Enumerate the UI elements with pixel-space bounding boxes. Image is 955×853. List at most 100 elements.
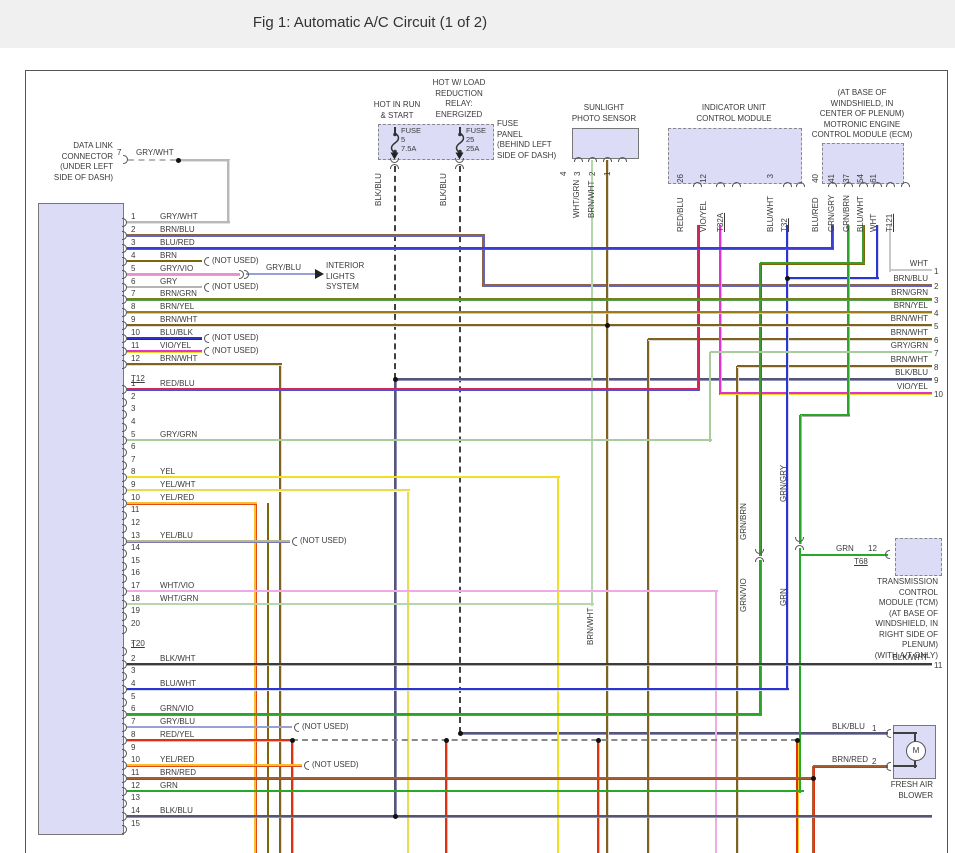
wire-brn-red: [812, 766, 815, 780]
wire-color-label: YEL: [160, 467, 176, 476]
fuse-label: 25: [466, 135, 475, 144]
wire-yel-wht: [407, 490, 410, 853]
connector-pin-icon: [244, 270, 249, 279]
output-wire-label: BLK/WHT: [892, 653, 928, 662]
wire-gry: [127, 286, 202, 288]
output-wire-label: BRN/BLU: [893, 274, 928, 283]
junction-dot: [444, 738, 449, 743]
pin-number: 6: [131, 277, 136, 286]
junction-dot: [393, 377, 398, 382]
wire-blk-blu: [460, 732, 888, 735]
pin-number: 4: [131, 417, 136, 426]
connector-pin-icon: [122, 612, 127, 621]
wire-brn: [267, 503, 269, 853]
connector-pin-icon: [122, 574, 127, 583]
tcm-label: (AT BASE OF: [888, 608, 938, 618]
wire-label: 7: [117, 148, 122, 157]
fuse-label: FUSE: [401, 126, 422, 135]
connector-pin-icon: [204, 257, 209, 266]
not-used-label: (NOT USED): [212, 346, 259, 355]
pin-number: 3: [131, 666, 136, 675]
vertical-wire-label: BRN/WHT: [586, 607, 595, 645]
wire-yel-blu: [127, 540, 290, 543]
diagram-frame: [25, 70, 948, 853]
not-used-label: (NOT USED): [302, 722, 349, 731]
pin-number: 12: [131, 354, 140, 363]
figure-title: Fig 1: Automatic A/C Circuit (1 of 2): [252, 14, 488, 31]
connector-pin-icon: [122, 549, 127, 558]
connector-pin-icon: [122, 812, 127, 821]
pin-number: 14: [131, 543, 140, 552]
connector-pin-icon: [122, 486, 127, 495]
pin-number: 10: [131, 328, 140, 337]
wire-color-label: BRN/BLU: [160, 225, 195, 234]
blower-label: FRESH AIR: [890, 780, 933, 789]
wire-label: GRY/BLU: [266, 263, 301, 272]
pin-number: 13: [131, 793, 140, 802]
fuse-label: 25A: [466, 144, 480, 153]
pin-number: 4: [131, 679, 136, 688]
fuse-label: 7.5A: [401, 144, 417, 153]
not-used-label: (NOT USED): [212, 333, 259, 342]
connector-pin-icon: [122, 685, 127, 694]
connector-pin-icon: [122, 461, 127, 470]
fuse-element-icon: [394, 127, 396, 135]
connector-pin-icon: [873, 182, 882, 187]
connector-pin-icon: [122, 283, 127, 292]
connector-pin-icon: [122, 423, 127, 432]
pin-number: 8: [131, 730, 136, 739]
connector-pin-icon: [122, 308, 127, 317]
connector-pin-icon: [122, 647, 127, 656]
pin-number: 5: [131, 430, 136, 439]
wire-wht-vio: [715, 591, 717, 853]
left-connector-box: [38, 203, 124, 835]
connector-pin-icon: [716, 182, 725, 187]
title-bar: Fig 1: Automatic A/C Circuit (1 of 2): [0, 0, 955, 48]
ecm-title: CONTROL MODULE (ECM): [811, 130, 913, 139]
connector-pin-icon: [886, 729, 891, 738]
not-used-label: (NOT USED): [300, 536, 347, 545]
wire-color-label: BRN: [160, 251, 177, 260]
connector-pin-icon: [122, 511, 127, 520]
wire-dashblk: [914, 759, 916, 768]
wire-label: 12: [868, 544, 877, 553]
output-pin-number: 1: [934, 267, 939, 276]
module-pin-label: BLU/WHT 3: [766, 174, 775, 232]
pin-number: 9: [131, 743, 136, 752]
wire-grn: [127, 790, 804, 792]
wire-label: T68: [854, 557, 868, 566]
wire-blk-wht: [127, 663, 932, 666]
wire-color-label: RED/BLU: [160, 379, 195, 388]
tcm-label: MODULE (TCM): [878, 598, 938, 607]
wire-color-label: GRY/VIO: [160, 264, 194, 273]
junction-dot: [596, 738, 601, 743]
ecm-title: (AT BASE OF: [837, 88, 887, 97]
connector-pin-icon: [603, 157, 612, 162]
tcm-box: [895, 538, 942, 576]
wire-label: BRN/RED: [832, 755, 869, 764]
module-pin-label: VIO/YEL 12: [699, 174, 708, 232]
wire-color-label: BRN/GRN: [160, 289, 197, 298]
wire-label: GRY/WHT: [136, 148, 174, 157]
output-pin-number: 6: [934, 336, 939, 345]
wire-wht-grn: [127, 603, 594, 605]
connector-pin-icon: [122, 244, 127, 253]
wire-color-label: BLU/BLK: [160, 328, 193, 337]
wire-color-label: YEL/RED: [160, 755, 195, 764]
output-pin-number: 2: [934, 282, 939, 291]
pin-number: 14: [131, 806, 140, 815]
wire-grn-vio: [127, 713, 762, 716]
connector-pin-icon: [755, 557, 764, 562]
connector-pin-icon: [122, 761, 127, 770]
data-link-connector-label: CONNECTOR: [61, 151, 113, 161]
connector-pin-icon: [122, 347, 127, 356]
pin-number: 8: [131, 302, 136, 311]
vertical-wire-label: T121: [885, 213, 894, 232]
connector-pin-icon: [732, 182, 741, 187]
wire-color-label: GRN/VIO: [160, 704, 194, 713]
connector-pin-icon: [122, 625, 127, 634]
interior-lights-label: INTERIOR: [326, 261, 365, 270]
connector-pin-icon: [122, 710, 127, 719]
connector-pin-icon: [122, 562, 127, 571]
wire-gry-wht: [128, 159, 176, 161]
